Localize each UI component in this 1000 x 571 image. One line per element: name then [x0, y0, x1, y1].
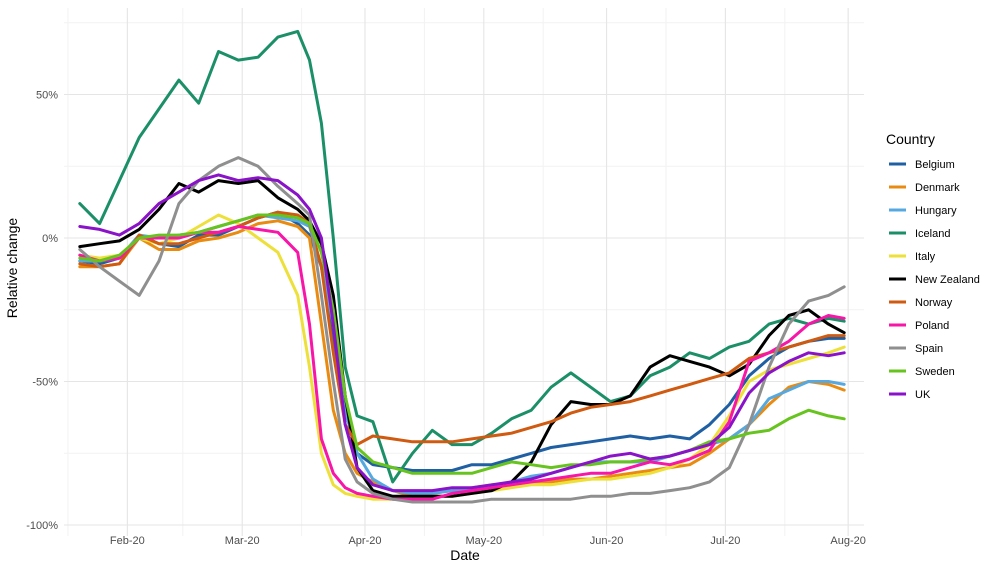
legend-label-spain: Spain	[915, 343, 943, 355]
x-tick-label: Aug-20	[830, 535, 865, 547]
x-axis-title: Date	[450, 547, 480, 563]
legend-items: Belgium Denmark Hungary Iceland Italy New Zea…	[889, 159, 980, 401]
series-line-uk	[78, 173, 846, 493]
y-tick-label: -50%	[32, 377, 58, 389]
x-tick-label: Feb-20	[110, 535, 145, 547]
y-tick-label: 50%	[36, 90, 58, 102]
x-tick-label: May-20	[465, 535, 502, 547]
series-line-italy	[78, 213, 846, 501]
legend-label-norway: Norway	[915, 297, 953, 309]
y-axis-tick-labels: -100% -50% 0% 50%	[26, 90, 58, 533]
series-line-iceland	[78, 29, 846, 484]
legend-label-new-zealand: New Zealand	[915, 274, 980, 286]
legend-label-sweden: Sweden	[915, 366, 955, 378]
series-line-norway	[78, 210, 846, 447]
series-line-sweden	[78, 213, 846, 475]
legend-label-belgium: Belgium	[915, 159, 955, 171]
legend-label-hungary: Hungary	[915, 205, 957, 217]
x-tick-label: Jun-20	[590, 535, 624, 547]
x-tick-label: Mar-20	[225, 535, 260, 547]
legend-label-uk: UK	[915, 389, 931, 401]
legend-label-iceland: Iceland	[915, 228, 950, 240]
series-line-belgium	[78, 210, 846, 472]
legend-title: Country	[886, 131, 935, 147]
series-line-poland	[78, 225, 846, 501]
series-line-hungary	[78, 213, 846, 495]
y-axis-title: Relative change	[4, 218, 20, 319]
series-line-spain	[78, 156, 846, 504]
y-tick-label: 0%	[42, 233, 58, 245]
legend-label-italy: Italy	[915, 251, 936, 263]
legend-label-denmark: Denmark	[915, 182, 960, 194]
minor-gridlines	[64, 8, 864, 536]
major-gridlines	[64, 8, 864, 536]
series-lines	[78, 29, 846, 504]
y-tick-label: -100%	[26, 520, 58, 532]
x-tick-label: Jul-20	[710, 535, 740, 547]
x-axis-tick-labels: Feb-20 Mar-20 Apr-20 May-20 Jun-20 Jul-20 Aug-…	[110, 535, 866, 547]
x-tick-label: Apr-20	[348, 535, 381, 547]
series-line-denmark	[78, 219, 846, 498]
legend: Country Belgium Denmark Hungary Iceland Ital…	[886, 131, 980, 401]
legend-label-poland: Poland	[915, 320, 949, 332]
